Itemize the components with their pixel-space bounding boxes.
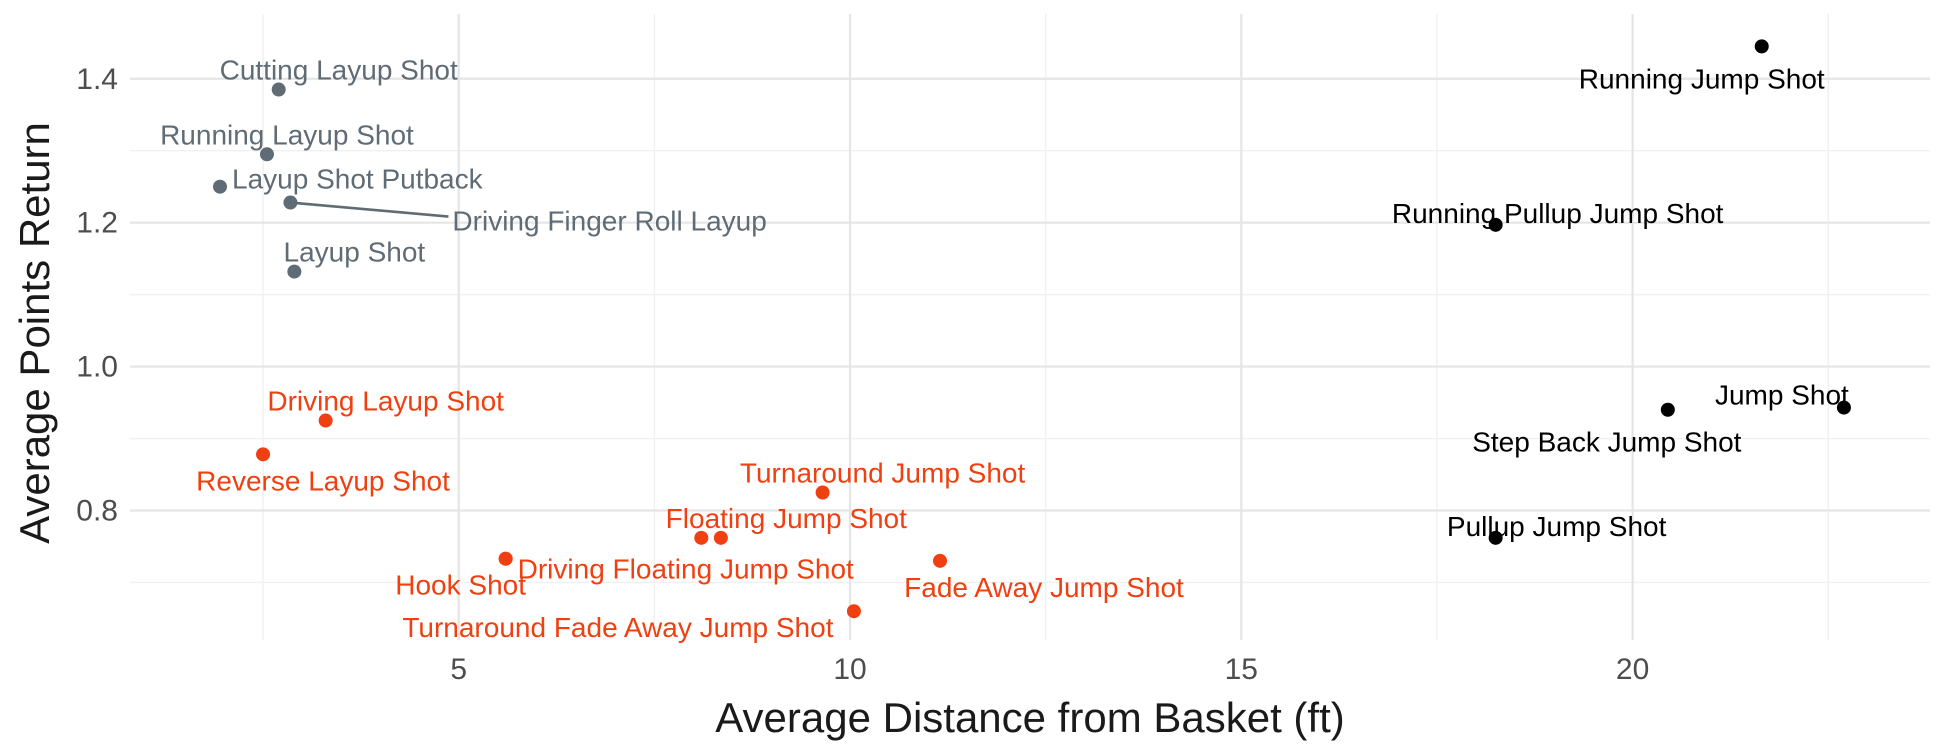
point-label-layup-shot-putback: Layup Shot Putback: [232, 164, 484, 195]
point-label-driving-finger-roll-layup: Driving Finger Roll Layup: [452, 206, 766, 237]
y-tick-label: 1.4: [76, 63, 118, 96]
x-axis-title: Average Distance from Basket (ft): [715, 694, 1344, 741]
y-axis-title: Average Points Return: [11, 122, 58, 544]
point-label-turnaround-fade-away-jump-shot: Turnaround Fade Away Jump Shot: [402, 612, 833, 643]
data-point-turnaround-fade-away-jump-shot: [847, 604, 861, 618]
x-tick-label: 15: [1225, 653, 1258, 686]
data-point-running-jump-shot: [1755, 39, 1769, 53]
data-point-layup-shot-putback: [213, 180, 227, 194]
data-point-fade-away-jump-shot: [933, 554, 947, 568]
data-point-reverse-layup-shot: [256, 447, 270, 461]
point-label-fade-away-jump-shot: Fade Away Jump Shot: [904, 572, 1184, 603]
point-label-hook-shot: Hook Shot: [395, 570, 526, 601]
grid: [130, 14, 1930, 640]
point-label-floating-jump-shot: Floating Jump Shot: [666, 503, 907, 534]
leader-lines: [290, 203, 448, 217]
y-tick-label: 0.8: [76, 494, 118, 527]
point-label-running-layup-shot: Running Layup Shot: [160, 119, 414, 150]
point-label-step-back-jump-shot: Step Back Jump Shot: [1472, 427, 1741, 458]
x-tick-label: 20: [1616, 653, 1649, 686]
y-tick-label: 1.0: [76, 351, 118, 384]
leader-line: [290, 203, 448, 217]
point-label-driving-layup-shot: Driving Layup Shot: [267, 386, 504, 417]
point-label-reverse-layup-shot: Reverse Layup Shot: [196, 465, 450, 496]
point-label-driving-floating-jump-shot: Driving Floating Jump Shot: [518, 554, 854, 585]
point-label-cutting-layup-shot: Cutting Layup Shot: [220, 55, 458, 86]
point-label-jump-shot: Jump Shot: [1715, 380, 1849, 411]
point-label-running-jump-shot: Running Jump Shot: [1579, 63, 1825, 94]
data-point-step-back-jump-shot: [1661, 403, 1675, 417]
tick-labels: 5 10 15 20 0.8 1.0 1.2 1.4: [76, 63, 1649, 686]
x-tick-label: 10: [833, 653, 866, 686]
y-tick-label: 1.2: [76, 207, 118, 240]
point-label-layup-shot: Layup Shot: [284, 237, 426, 268]
data-point-driving-finger-roll-layup: [283, 196, 297, 210]
point-label-pullup-jump-shot: Pullup Jump Shot: [1447, 511, 1667, 542]
point-label-turnaround-jump-shot: Turnaround Jump Shot: [740, 457, 1026, 488]
point-label-running-pullup-jump-shot: Running Pullup Jump Shot: [1392, 198, 1724, 229]
x-tick-label: 5: [450, 653, 467, 686]
data-point-hook-shot: [499, 552, 513, 566]
point-labels: Cutting Layup Shot Running Layup Shot Layu…: [160, 55, 1849, 644]
